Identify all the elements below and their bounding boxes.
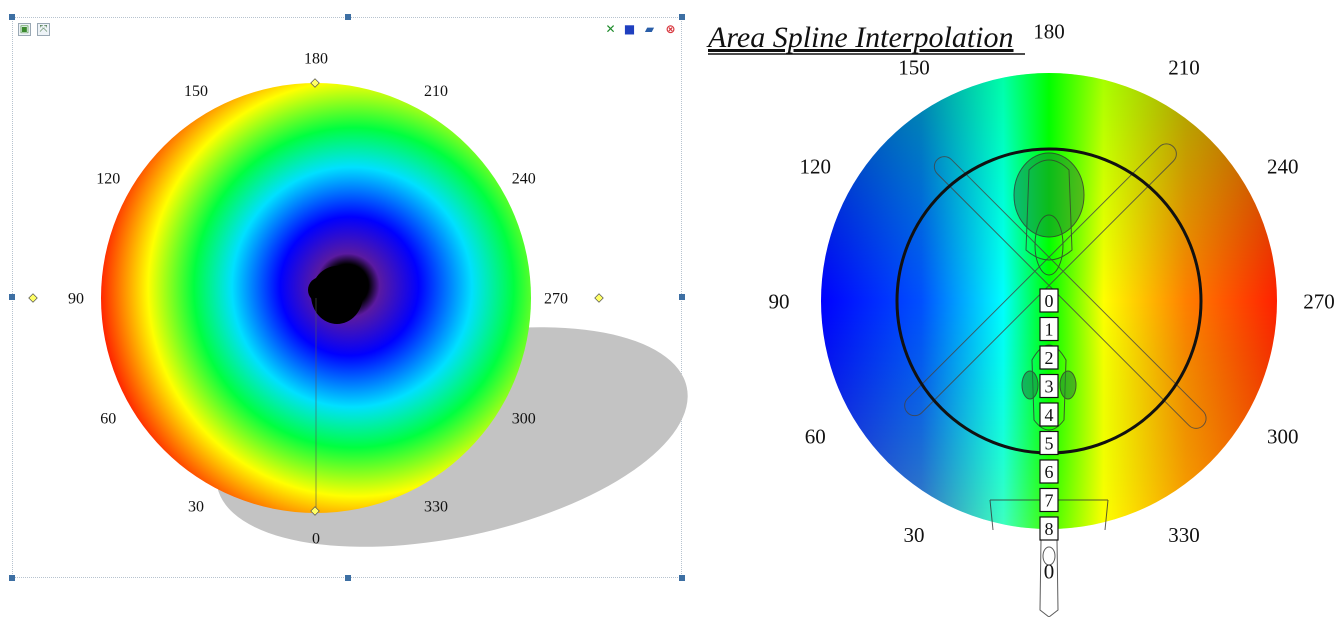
resize-handle-bottom-right[interactable] (679, 575, 685, 581)
export-image-icon[interactable]: ▣ (18, 23, 31, 36)
open-folder-icon[interactable]: ▰ (644, 22, 655, 36)
right-angle-label-180: 180 (1033, 19, 1065, 43)
station-box-7 (1039, 487, 1059, 513)
station-label-0: 0 (1045, 291, 1054, 311)
left-angle-label-150: 150 (184, 83, 208, 100)
left-angle-label-270: 270 (544, 291, 568, 308)
resize-handle-left[interactable] (9, 294, 15, 300)
station-box-8 (1039, 516, 1059, 541)
station-box-6 (1039, 459, 1059, 484)
left-angle-label-210: 210 (424, 83, 448, 100)
station-label-3: 3 (1045, 377, 1054, 397)
axis-marker-270[interactable] (594, 293, 604, 303)
station-label-7: 7 (1045, 491, 1054, 511)
right-angle-label-30: 30 (904, 523, 925, 547)
resize-handle-top-left[interactable] (9, 14, 15, 20)
axis-marker-180[interactable] (310, 78, 320, 88)
right-angle-label-240: 240 (1267, 154, 1299, 178)
left-angle-label-330: 330 (424, 498, 448, 515)
station-label-2: 2 (1045, 348, 1054, 368)
resize-handle-bottom[interactable] (345, 575, 351, 581)
left-angle-label-30: 30 (188, 498, 204, 515)
right-angle-label-90: 90 (769, 289, 790, 313)
axis-marker-90[interactable] (28, 293, 38, 303)
resize-handle-bottom-left[interactable] (9, 575, 15, 581)
station-label-5: 5 (1045, 434, 1054, 454)
station-box-3 (1039, 373, 1059, 399)
station-box-0 (1039, 288, 1059, 313)
left-angle-label-180: 180 (304, 51, 328, 68)
station-box-1 (1039, 316, 1059, 342)
right-angle-label-120: 120 (799, 154, 831, 178)
station-box-4 (1039, 402, 1059, 427)
station-label-4: 4 (1045, 405, 1054, 425)
right-angle-label-60: 60 (805, 424, 826, 448)
station-box-2 (1039, 345, 1059, 370)
left-angle-label-120: 120 (96, 171, 120, 188)
left-angle-label-60: 60 (100, 411, 116, 428)
axis-marker-0[interactable] (310, 506, 320, 516)
helicopter-outline (904, 143, 1207, 617)
right-angle-label-210: 210 (1168, 56, 1200, 80)
area-spline-polar-chart: Area Spline Interpolation 0 1 2 3 4 5 6 7 8 0 30 6… (706, 19, 1335, 617)
polar-chart-left-panel: ▣ ⤧ ✕ ■ ▰ ⊗ 0 30 60 90 1 (9, 14, 688, 581)
save-icon[interactable]: ■ (623, 22, 636, 36)
resize-handle-top[interactable] (345, 14, 351, 20)
polar-heatmap-chart: 0 30 60 90 120 150 180 210 240 270 300 330 (28, 51, 688, 548)
stop-icon[interactable]: ⊗ (665, 22, 676, 36)
right-angle-label-300: 300 (1267, 424, 1299, 448)
close-view-icon[interactable]: ✕ (605, 22, 616, 36)
right-angle-label-330: 330 (1168, 523, 1200, 547)
left-angle-label-90: 90 (68, 291, 84, 308)
chart-title: Area Spline Interpolation (706, 21, 1014, 54)
resize-handle-right[interactable] (679, 294, 685, 300)
right-angle-label-0: 0 (1044, 559, 1055, 583)
polar-chart-right-panel: Area Spline Interpolation 0 1 2 3 4 5 6 7 8 0 30 6… (692, 0, 1344, 617)
left-angle-label-240: 240 (512, 171, 536, 188)
left-angle-label-0: 0 (312, 531, 320, 548)
fit-view-icon[interactable]: ⤧ (37, 23, 50, 36)
station-label-8: 8 (1045, 519, 1054, 539)
station-box-5 (1039, 430, 1059, 456)
station-label-1: 1 (1045, 320, 1054, 340)
station-label-6: 6 (1045, 462, 1054, 482)
right-angle-label-150: 150 (898, 56, 930, 80)
resize-handle-top-right[interactable] (679, 14, 685, 20)
minimum-spot-lobe (308, 277, 334, 303)
left-angle-label-300: 300 (512, 411, 536, 428)
right-angle-label-270: 270 (1303, 289, 1335, 313)
